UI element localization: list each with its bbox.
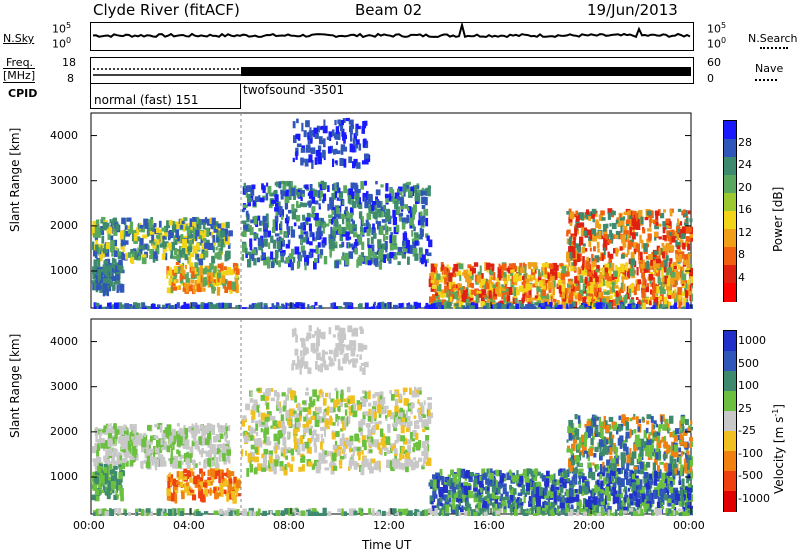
cpid-label: CPID xyxy=(8,87,38,100)
x-tick-label: 00:00 xyxy=(73,519,105,532)
colorbar-tick-label: 100 xyxy=(738,379,759,393)
x-tick-label: 00:00 xyxy=(673,519,705,532)
nave-legend-line xyxy=(755,79,777,81)
colorbar-segment xyxy=(724,451,736,472)
freq-tick-bottom-left: 8 xyxy=(67,72,74,85)
colorbar-tick-label: 1000 xyxy=(738,334,766,348)
colorbar-tick-label: 24 xyxy=(738,158,752,171)
power-chart: Slant Range [km] Power [dB] xyxy=(0,112,800,312)
colorbar-segment xyxy=(724,229,736,248)
colorbar-tick-label: 25 xyxy=(738,401,752,415)
nave-tick-bottom-right: 0 xyxy=(707,72,714,85)
freq-trace xyxy=(93,67,691,76)
station-title: Clyde River (fitACF) xyxy=(93,1,240,19)
power-colorbar-label: Power [dB] xyxy=(771,186,785,252)
y-tick-label: 2000 xyxy=(50,218,78,232)
y-tick-label: 1000 xyxy=(50,469,78,483)
nsearch-label: N.Search xyxy=(748,32,798,45)
colorbar-segment xyxy=(724,121,736,140)
colorbar-tick-label: 20 xyxy=(738,180,752,194)
power-ylabel: Slant Range [km] xyxy=(8,127,22,232)
velocity-colorbar xyxy=(723,330,737,512)
x-tick-label: 04:00 xyxy=(173,519,205,532)
y-tick-label: 4000 xyxy=(50,128,78,142)
beam-title: Beam 02 xyxy=(355,1,423,19)
colorbar-tick-label: 4 xyxy=(738,270,745,284)
colorbar-tick-label: -100 xyxy=(738,446,763,460)
colorbar-segment xyxy=(724,391,736,412)
colorbar-tick-label: -1000 xyxy=(738,491,770,505)
colorbar-segment xyxy=(724,211,736,230)
colorbar-segment xyxy=(724,175,736,194)
nsky-label: N.Sky xyxy=(3,32,35,45)
heatmap-cells xyxy=(91,117,693,309)
y-tick-label: 2000 xyxy=(50,424,78,438)
nsky-trace xyxy=(92,21,691,39)
colorbar-tick-label: 500 xyxy=(738,356,759,370)
cpid-mode-1: normal (fast) 151 xyxy=(94,93,199,107)
freq-unit-label: [MHz] xyxy=(3,68,36,83)
nsky-tick-bottom-right: 100 xyxy=(707,36,727,51)
freq-panel xyxy=(90,57,694,84)
velocity-chart: Slant Range [km] Velocity [m s-1] xyxy=(0,318,800,518)
x-tick-label: 12:00 xyxy=(373,519,405,532)
freq-tick-top-left: 18 xyxy=(62,56,76,69)
nsky-panel xyxy=(90,21,694,51)
colorbar-tick-label: 28 xyxy=(738,135,752,149)
colorbar-segment xyxy=(724,139,736,158)
colorbar-segment xyxy=(724,431,736,452)
nsky-tick-top-right: 105 xyxy=(707,21,727,36)
velocity-colorbar-label: Velocity [m s-1] xyxy=(771,404,786,494)
y-tick-label: 4000 xyxy=(50,334,78,348)
colorbar-segment xyxy=(724,247,736,266)
x-axis-label: Time UT xyxy=(362,538,412,552)
nave-tick-top-right: 60 xyxy=(707,56,721,69)
colorbar-segment xyxy=(724,331,736,352)
colorbar-segment xyxy=(724,265,736,284)
colorbar-tick-label: 16 xyxy=(738,203,752,216)
x-tick-label: 16:00 xyxy=(473,519,505,532)
y-tick-label: 1000 xyxy=(50,263,78,277)
nsearch-legend-line xyxy=(760,47,788,49)
colorbar-tick-label: -25 xyxy=(738,424,756,438)
y-tick-label: 3000 xyxy=(50,173,78,187)
velocity-ylabel: Slant Range [km] xyxy=(8,333,22,438)
power-heatmap xyxy=(90,112,693,309)
colorbar-segment xyxy=(724,371,736,392)
heatmap-cells xyxy=(91,325,693,516)
colorbar-segment xyxy=(724,411,736,432)
power-colorbar xyxy=(723,120,737,302)
colorbar-segment xyxy=(724,351,736,372)
freq-label: Freq. xyxy=(6,56,34,69)
x-tick-label: 08:00 xyxy=(273,519,305,532)
x-tick-label: 20:00 xyxy=(573,519,605,532)
colorbar-segment xyxy=(724,157,736,176)
colorbar-segment xyxy=(724,283,736,302)
date-title: 19/Jun/2013 xyxy=(587,1,678,19)
cpid-panel: normal (fast) 151 twofsound -3501 xyxy=(90,83,692,109)
nsky-tick-top-left: 105 xyxy=(52,21,72,36)
colorbar-segment xyxy=(724,193,736,212)
velocity-heatmap xyxy=(90,318,693,516)
colorbar-tick-label: -500 xyxy=(738,469,763,483)
nsky-tick-bottom-left: 100 xyxy=(52,36,72,51)
nave-label: Nave xyxy=(755,62,784,75)
colorbar-tick-label: 12 xyxy=(738,225,752,239)
y-tick-label: 3000 xyxy=(50,379,78,393)
colorbar-tick-label: 8 xyxy=(738,248,745,261)
colorbar-segment xyxy=(724,491,736,512)
colorbar-segment xyxy=(724,471,736,492)
cpid-mode-2: twofsound -3501 xyxy=(243,83,345,97)
